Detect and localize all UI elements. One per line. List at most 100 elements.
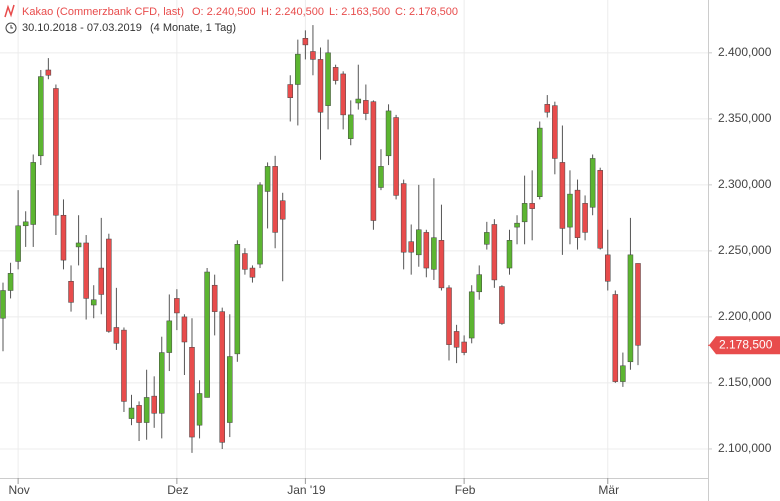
candle-body	[355, 98, 362, 104]
y-tick-label: 2.350,000	[718, 111, 772, 125]
candle-body	[279, 200, 286, 220]
candle-body	[408, 241, 414, 253]
instrument-title: Kakao (Commerzbank CFD, last)	[22, 6, 184, 18]
candle-body	[574, 189, 581, 238]
candle-body	[514, 222, 520, 228]
candle-body	[620, 365, 626, 382]
candle-body	[60, 214, 67, 261]
candle-body	[53, 88, 59, 216]
candle-body	[597, 170, 603, 249]
x-tick-label: Mär	[598, 483, 619, 497]
candle-body	[204, 271, 210, 398]
date-range: 30.10.2018 - 07.03.2019	[22, 22, 142, 34]
x-tick-label: Nov	[8, 483, 29, 497]
candle-body	[7, 273, 14, 291]
candle-body	[121, 329, 127, 402]
candle-body	[521, 203, 528, 223]
candle-body	[143, 397, 150, 423]
candle-body	[506, 240, 513, 269]
candle-body	[589, 158, 596, 208]
last-price-label: 2.178,500	[719, 337, 773, 351]
candle-body	[627, 254, 634, 363]
candle-body	[295, 53, 301, 85]
candle-body	[113, 327, 120, 344]
candle-body	[544, 104, 551, 113]
range-note: (4 Monate, 1 Tag)	[150, 22, 236, 34]
ohlc-close: C: 2.178,500	[395, 6, 458, 18]
candle-body	[363, 100, 369, 114]
candle-body	[249, 267, 256, 278]
candle-body	[151, 395, 157, 414]
candle-body	[605, 254, 611, 282]
candle-body	[635, 263, 641, 346]
logo-icon	[4, 4, 15, 18]
candle-body	[453, 331, 460, 348]
ohlc-high: H: 2.240,500	[261, 6, 324, 18]
candle-body	[325, 52, 331, 106]
y-tick-label: 2.300,000	[718, 177, 772, 191]
candle-body	[181, 316, 188, 343]
candle-body	[227, 356, 233, 423]
candle-body	[400, 183, 407, 253]
candle-body	[287, 84, 294, 98]
candle-body	[491, 224, 498, 281]
y-tick-label: 2.250,000	[718, 243, 772, 257]
candle-body	[484, 232, 490, 245]
candle-body	[340, 73, 346, 116]
candle-body	[423, 232, 430, 269]
candle-body	[431, 237, 437, 270]
candle-body	[461, 341, 467, 353]
candle-body	[559, 162, 566, 229]
clock-icon	[5, 22, 17, 34]
candle-body	[317, 59, 324, 113]
candle-body	[45, 69, 52, 76]
x-tick-label: Dez	[167, 483, 188, 497]
candle-body	[370, 101, 377, 221]
last-price-box	[709, 336, 780, 355]
candle-body	[75, 242, 82, 248]
candle-body	[536, 127, 543, 197]
grid	[0, 0, 708, 478]
candle-body	[347, 114, 354, 139]
axis-panel	[708, 0, 780, 501]
candle-body	[174, 298, 180, 314]
candle-body	[30, 162, 36, 225]
candle-body	[582, 203, 588, 233]
candle-body	[438, 240, 445, 289]
x-tick-label: Feb	[455, 483, 476, 497]
candle-body	[529, 203, 535, 209]
candle-body	[612, 294, 619, 382]
y-tick-label: 2.150,000	[718, 375, 772, 389]
candle-body	[234, 244, 241, 355]
candle-body	[468, 291, 475, 339]
candle-body	[211, 284, 218, 312]
candle-body	[136, 405, 142, 423]
candle-body	[257, 184, 263, 265]
candle-body	[15, 225, 21, 262]
candle-body	[219, 311, 225, 443]
candle-body	[416, 229, 422, 256]
candle-body	[393, 117, 399, 196]
candle-body	[272, 166, 278, 233]
candle-body	[302, 38, 309, 46]
candle-body	[196, 393, 203, 426]
candle-body	[499, 286, 505, 324]
candle-body	[310, 51, 316, 60]
candle-body	[476, 274, 482, 293]
candle-body	[385, 110, 392, 157]
candle-body	[68, 281, 74, 303]
candle-body	[128, 407, 135, 419]
candle-body	[83, 242, 89, 299]
y-tick-label: 2.200,000	[718, 309, 772, 323]
candle-body	[446, 287, 452, 345]
candle-body	[242, 253, 248, 270]
x-tick-label: Jan '19	[287, 483, 326, 497]
y-tick-label: 2.400,000	[718, 45, 772, 59]
candle-body	[552, 105, 558, 159]
candle-body	[264, 166, 271, 192]
candle-body	[38, 76, 44, 157]
candle-body	[378, 166, 384, 188]
candle-body	[0, 290, 6, 319]
